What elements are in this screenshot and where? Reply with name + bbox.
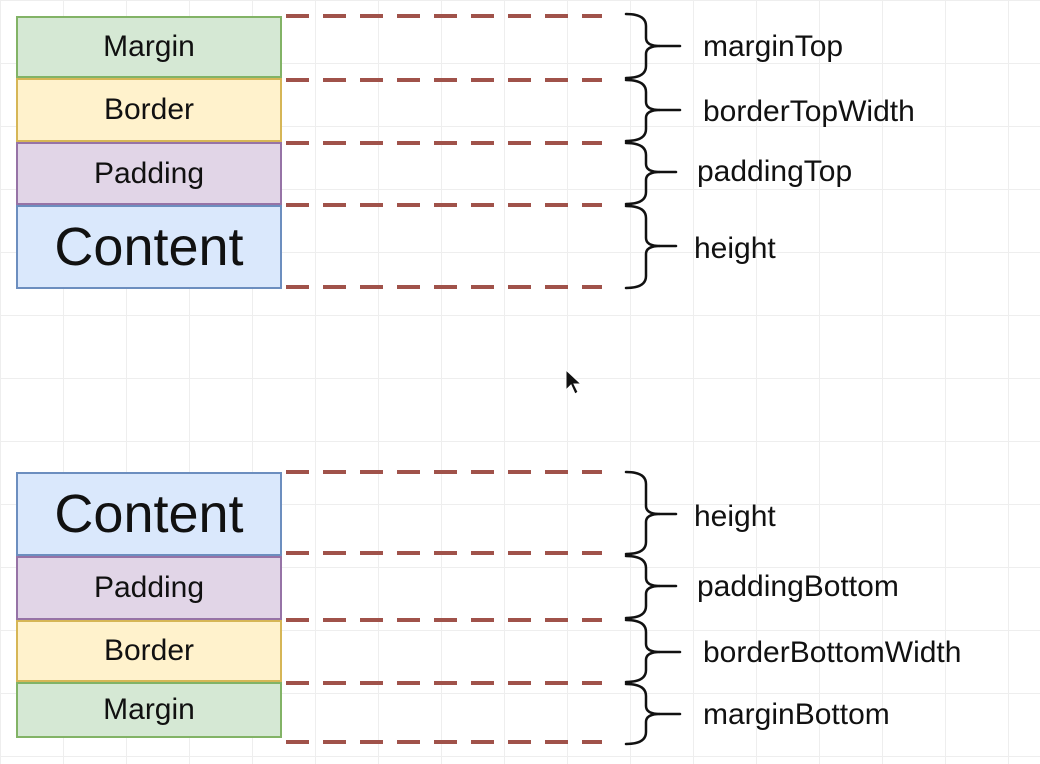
label-margin-top: marginTop [703, 30, 844, 63]
bottom-border-box: Border [16, 620, 282, 682]
top-brace-margin [624, 12, 661, 80]
top-brace-padding [624, 141, 661, 206]
bottom-brace-margin [624, 682, 661, 746]
bottom-margin-box: Margin [16, 682, 282, 738]
top-content-box: Content [16, 205, 282, 289]
label-margin-bottom: marginBottom [703, 698, 890, 731]
label-border-bottom-width: borderBottomWidth [703, 636, 962, 669]
bottom-padding-box: Padding [16, 556, 282, 620]
label-border-top-width: borderTopWidth [703, 95, 915, 128]
arrow-cursor-icon [565, 368, 583, 395]
bottom-brace-padding [624, 554, 661, 620]
label-padding-top: paddingTop [697, 155, 853, 188]
top-brace-height [624, 204, 661, 290]
bottom-brace-border [624, 618, 661, 684]
label-padding-bottom: paddingBottom [697, 570, 899, 603]
bottom-content-box: Content [16, 472, 282, 556]
bottom-brace-height [624, 470, 661, 556]
top-margin-box: Margin [16, 16, 282, 78]
top-brace-border [624, 78, 661, 143]
top-padding-box: Padding [16, 142, 282, 205]
top-border-box: Border [16, 78, 282, 142]
label-height-top: height [694, 232, 776, 265]
label-height-bottom: height [694, 500, 776, 533]
